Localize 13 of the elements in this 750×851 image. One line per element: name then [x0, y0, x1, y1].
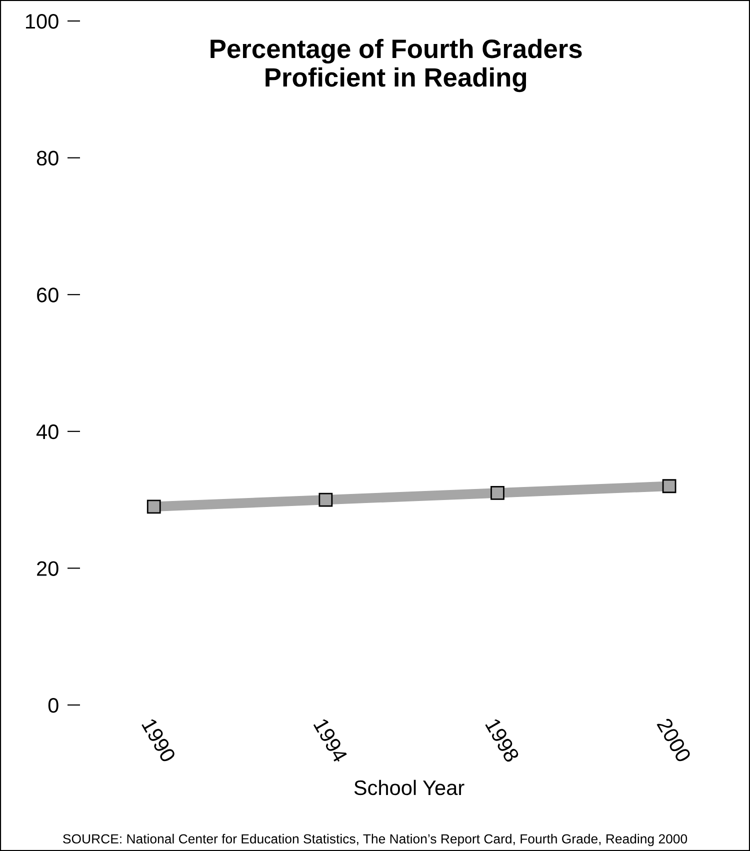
y-tick-label: 20 — [37, 561, 58, 576]
source-note: SOURCE: National Center for Education Statistics, The Nation’s Report Card, Fourth Grade, Reading 2000 — [63, 834, 688, 846]
y-tick-label: 40 — [36, 424, 58, 440]
point — [318, 492, 333, 507]
x-axis-title: School Year — [354, 780, 464, 796]
point — [146, 500, 161, 514]
y-tick-label: 60 — [37, 288, 58, 302]
text: Percentage of Fourth Graders Proficient in Reading — [210, 38, 582, 92]
y-tick-label: 100 — [26, 14, 58, 29]
y-tick-label: 0 — [48, 698, 58, 713]
point — [490, 486, 504, 500]
point — [662, 479, 676, 494]
y-tick-label: 80 — [36, 150, 58, 166]
